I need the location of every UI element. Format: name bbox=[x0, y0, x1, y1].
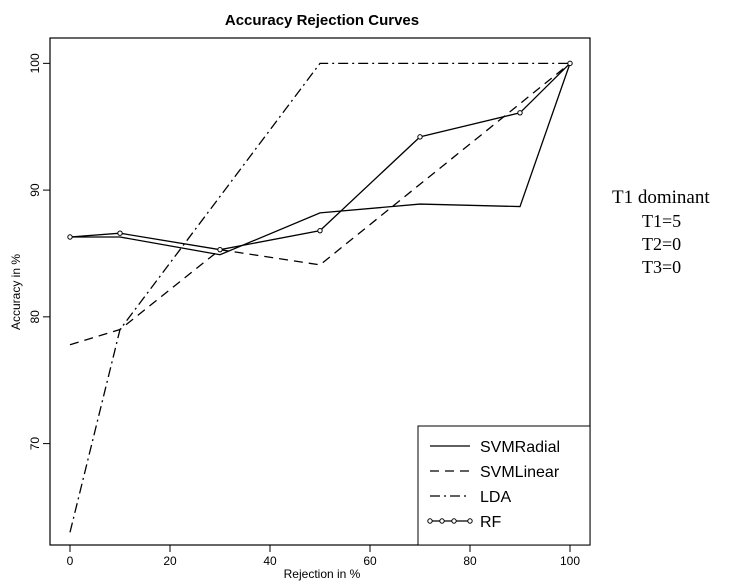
series-point-rf bbox=[317, 227, 323, 234]
chart-title: Accuracy Rejection Curves bbox=[225, 12, 419, 29]
x-tick-label: 40 bbox=[263, 554, 277, 568]
series-point-rf bbox=[117, 230, 123, 236]
y-tick-label: 90 bbox=[28, 183, 42, 197]
series-line-svmlinear bbox=[69, 62, 571, 346]
y-tick-label: 70 bbox=[28, 437, 42, 451]
x-tick-label: 60 bbox=[363, 554, 377, 568]
series-point-rf bbox=[567, 60, 573, 67]
legend-label-svmradial: SVMRadial bbox=[480, 439, 560, 456]
y-tick-label: 100 bbox=[28, 53, 42, 73]
legend-label-svmlinear: SVMLinear bbox=[480, 464, 560, 481]
side-note-title: T1 dominant bbox=[612, 187, 710, 208]
y-axis-label: Accuracy in % bbox=[9, 254, 23, 330]
series-point-rf bbox=[517, 110, 523, 116]
series-point-rf bbox=[417, 134, 423, 140]
legend-marker bbox=[451, 518, 457, 524]
legend-label-lda: LDA bbox=[480, 489, 511, 506]
x-tick-label: 0 bbox=[67, 554, 74, 568]
side-note: T1 dominant T1=5 T2=0 T3=0 bbox=[612, 186, 727, 279]
legend-label-rf: RF bbox=[480, 514, 502, 531]
series-point-rf bbox=[67, 234, 73, 240]
series-line-svmradial bbox=[70, 63, 571, 256]
series-point-rf bbox=[217, 246, 223, 253]
y-axis: 70 80 90 100 bbox=[28, 53, 50, 450]
legend: SVMRadial SVMLinear LDA RF bbox=[417, 425, 591, 546]
legend-marker bbox=[467, 518, 473, 524]
x-tick-label: 100 bbox=[560, 554, 580, 568]
legend-marker bbox=[439, 518, 445, 524]
legend-marker bbox=[427, 518, 433, 524]
x-tick-label: 80 bbox=[463, 554, 477, 568]
side-note-t1: T1=5 bbox=[642, 211, 682, 231]
x-tick-label: 20 bbox=[163, 554, 177, 568]
side-note-t2: T2=0 bbox=[642, 234, 682, 254]
x-axis: 0 20 40 60 80 100 bbox=[67, 545, 580, 568]
x-axis-label: Rejection in % bbox=[284, 567, 361, 581]
series-layer bbox=[67, 60, 573, 533]
series-line-lda bbox=[69, 62, 570, 533]
plot-frame bbox=[49, 37, 591, 546]
series-line-rf bbox=[69, 62, 571, 251]
side-note-t3: T3=0 bbox=[642, 257, 682, 277]
y-tick-label: 80 bbox=[28, 310, 42, 324]
